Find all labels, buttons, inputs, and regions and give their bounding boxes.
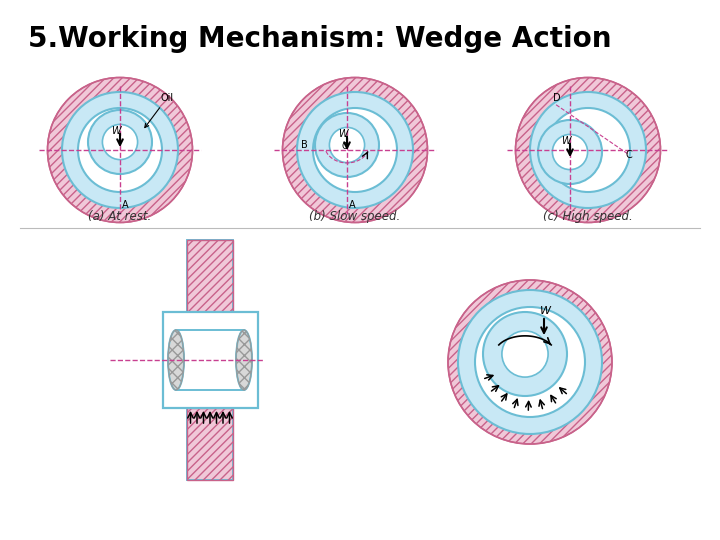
Text: W: W [561, 136, 571, 146]
Circle shape [329, 127, 364, 163]
Circle shape [78, 108, 162, 192]
Text: Oil: Oil [145, 93, 174, 127]
FancyBboxPatch shape [187, 240, 233, 312]
FancyBboxPatch shape [187, 408, 233, 480]
FancyBboxPatch shape [176, 330, 244, 390]
Circle shape [297, 92, 413, 208]
Circle shape [102, 124, 138, 160]
Text: D: D [553, 93, 561, 103]
Text: W: W [338, 129, 348, 139]
Text: (c) High speed.: (c) High speed. [543, 210, 633, 223]
Text: B: B [301, 140, 307, 150]
Text: (b) Slow speed.: (b) Slow speed. [310, 210, 400, 223]
Circle shape [546, 108, 630, 192]
Circle shape [88, 110, 152, 174]
Circle shape [48, 78, 192, 222]
Circle shape [552, 134, 588, 170]
Text: 5.Working Mechanism: Wedge Action: 5.Working Mechanism: Wedge Action [28, 25, 611, 53]
Circle shape [313, 108, 397, 192]
Text: W: W [111, 126, 121, 136]
Circle shape [458, 290, 602, 434]
Text: O: O [341, 142, 348, 151]
Text: C: C [626, 150, 633, 160]
Text: (a) At rest.: (a) At rest. [89, 210, 152, 223]
Circle shape [538, 120, 602, 184]
Circle shape [502, 331, 548, 377]
Text: A: A [349, 200, 356, 210]
Circle shape [282, 78, 428, 222]
Circle shape [62, 92, 178, 208]
Circle shape [315, 113, 379, 177]
Circle shape [483, 312, 567, 396]
Circle shape [516, 78, 660, 222]
Circle shape [448, 280, 612, 444]
Ellipse shape [168, 330, 184, 390]
FancyBboxPatch shape [163, 312, 258, 408]
Text: A: A [122, 200, 129, 210]
Ellipse shape [236, 330, 252, 390]
Circle shape [530, 92, 646, 208]
Circle shape [475, 307, 585, 417]
Text: W: W [540, 306, 551, 316]
